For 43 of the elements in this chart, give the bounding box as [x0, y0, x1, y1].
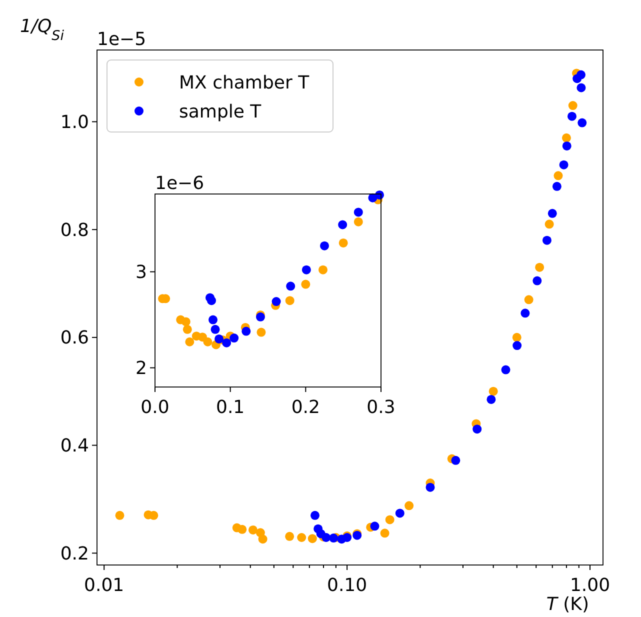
point — [242, 326, 251, 336]
x-tick-label: 0.3 — [366, 397, 396, 418]
point — [354, 208, 363, 217]
x-tick-label: 0.2 — [291, 397, 320, 418]
y-tick-label: 0.8 — [60, 220, 89, 241]
legend-label: sample T — [179, 101, 262, 122]
point — [214, 334, 224, 344]
point — [185, 337, 194, 346]
point — [256, 328, 266, 337]
point — [338, 220, 348, 230]
legend-label: MX chamber T — [179, 72, 310, 94]
point — [181, 317, 190, 326]
point — [208, 315, 218, 324]
x-tick-label: 0.0 — [140, 397, 170, 418]
point — [182, 324, 192, 334]
point — [272, 297, 281, 306]
y-tick-label: 1.0 — [60, 112, 89, 134]
point — [230, 334, 239, 343]
point — [286, 282, 296, 291]
point — [285, 296, 294, 306]
point — [301, 280, 310, 289]
x-tick-label: 0.10 — [327, 575, 368, 596]
point — [203, 337, 212, 346]
point — [222, 338, 232, 348]
y-tick-label: 0.4 — [60, 436, 89, 457]
x-tick-label: 0.01 — [84, 575, 124, 596]
point — [210, 324, 220, 334]
point — [302, 265, 311, 274]
point — [318, 265, 328, 274]
y-tick-label: 2 — [136, 358, 147, 380]
y-tick-label: 3 — [136, 262, 147, 284]
point — [320, 241, 329, 250]
text: 1e−5 — [97, 29, 146, 50]
point — [354, 217, 363, 226]
y-tick-label: 0.2 — [60, 543, 89, 564]
point — [338, 238, 348, 248]
y-tick-label: 0.6 — [60, 328, 89, 349]
x-tick-label: 0.1 — [216, 397, 245, 418]
point — [207, 296, 216, 306]
y-axis-title: 1/Q$_{Si}$ — [20, 16, 64, 44]
x-axis-title: T (K) — [546, 594, 589, 615]
annotation: 1e−6 — [155, 173, 204, 194]
x-tick-label: 1.00 — [570, 575, 610, 596]
